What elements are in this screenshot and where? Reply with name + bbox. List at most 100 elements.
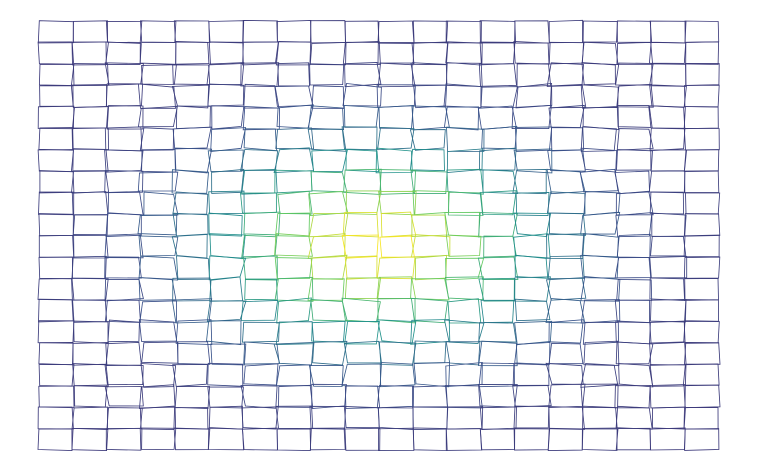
mesh-cell bbox=[410, 170, 448, 195]
mesh-cell bbox=[211, 105, 245, 130]
mesh-cell bbox=[344, 20, 380, 43]
mesh-cell bbox=[410, 278, 450, 301]
mesh-cell bbox=[37, 41, 75, 65]
mesh-cell bbox=[583, 190, 621, 216]
mesh-cell bbox=[409, 148, 445, 172]
mesh-cell bbox=[309, 41, 347, 66]
mesh-cell bbox=[39, 85, 74, 107]
mesh-cell bbox=[311, 149, 349, 172]
mesh-cell bbox=[615, 405, 653, 430]
mesh-cell bbox=[71, 255, 107, 279]
mesh-cell bbox=[173, 20, 211, 43]
mesh-cell bbox=[616, 279, 653, 301]
mesh-cell bbox=[72, 341, 109, 366]
mesh-cell bbox=[70, 63, 109, 87]
mesh-cell bbox=[445, 41, 483, 64]
mesh-cell bbox=[479, 20, 516, 44]
mesh-cell bbox=[104, 256, 142, 279]
mesh-cell bbox=[104, 126, 143, 152]
mesh-cell bbox=[105, 20, 143, 43]
mesh-cell bbox=[276, 104, 314, 129]
mesh-cell bbox=[38, 191, 75, 216]
mesh-cell bbox=[73, 234, 109, 259]
mesh-cell bbox=[344, 255, 378, 280]
mesh-cell bbox=[37, 149, 74, 173]
mesh-cell bbox=[172, 64, 211, 86]
mesh-cell bbox=[479, 41, 516, 66]
mesh-cell bbox=[411, 41, 449, 66]
mesh-cell bbox=[137, 171, 179, 192]
mesh-cell bbox=[514, 276, 551, 302]
mesh-cell bbox=[411, 105, 450, 131]
mesh-cell bbox=[684, 428, 720, 451]
mesh-cell bbox=[377, 319, 417, 345]
mesh-cell bbox=[478, 322, 517, 343]
mesh-cell bbox=[444, 211, 480, 238]
mesh-cell bbox=[139, 300, 177, 323]
mesh-cell bbox=[310, 20, 347, 44]
mesh-cell bbox=[240, 192, 277, 214]
mesh-cell bbox=[275, 321, 315, 346]
mesh-cell bbox=[580, 276, 621, 302]
mesh-cell bbox=[104, 364, 144, 386]
mesh-cell bbox=[550, 127, 585, 152]
mesh-cell bbox=[342, 212, 379, 238]
mesh-cell bbox=[376, 256, 416, 280]
mesh-cell bbox=[343, 405, 380, 429]
mesh-cell bbox=[580, 299, 621, 324]
mesh-cell bbox=[579, 168, 619, 193]
mesh-cell bbox=[413, 84, 448, 109]
mesh-cell bbox=[172, 212, 209, 237]
mesh-cell bbox=[443, 106, 480, 131]
mesh-cell bbox=[139, 406, 176, 431]
mesh-cell bbox=[308, 105, 345, 131]
mesh-cell bbox=[105, 41, 142, 66]
mesh-cell bbox=[614, 299, 651, 324]
mesh-cell bbox=[413, 362, 451, 388]
mesh-cell bbox=[684, 277, 719, 301]
mesh-cell bbox=[241, 168, 278, 195]
mesh-cell bbox=[37, 320, 75, 344]
mesh-cell bbox=[208, 41, 244, 66]
mesh-cell bbox=[171, 298, 213, 324]
mesh-cell bbox=[445, 385, 483, 409]
mesh-cell bbox=[104, 279, 144, 302]
mesh-cell bbox=[651, 212, 687, 237]
mesh-cell bbox=[615, 341, 654, 365]
mesh-cell bbox=[106, 105, 144, 130]
mesh-cell bbox=[479, 428, 516, 451]
mesh-cell bbox=[71, 427, 109, 452]
mesh-cell bbox=[378, 341, 417, 366]
mesh-cell bbox=[275, 212, 310, 237]
mesh-cell bbox=[648, 42, 687, 64]
mesh-cell bbox=[174, 147, 213, 174]
mesh-cell bbox=[514, 20, 550, 44]
mesh-cell bbox=[514, 342, 551, 365]
mesh-cell bbox=[513, 212, 552, 237]
mesh-cell bbox=[685, 192, 721, 215]
mesh-cell bbox=[107, 191, 144, 216]
mesh-cell bbox=[311, 320, 346, 343]
mesh-cell bbox=[685, 62, 720, 86]
mesh-cell bbox=[616, 20, 652, 43]
mesh-cell bbox=[208, 212, 243, 237]
mesh-cell bbox=[410, 297, 449, 324]
mesh-cell bbox=[478, 63, 517, 87]
mesh-cell bbox=[482, 169, 519, 195]
mesh-cell bbox=[445, 341, 481, 366]
mesh-cell bbox=[343, 105, 379, 128]
mesh-cell bbox=[376, 385, 415, 409]
mesh-cell bbox=[104, 386, 144, 407]
mesh-cell bbox=[38, 127, 74, 151]
mesh-cell bbox=[649, 364, 686, 387]
mesh-cell bbox=[307, 278, 345, 301]
mesh-cell bbox=[210, 127, 247, 152]
mesh-cell bbox=[616, 41, 654, 65]
mesh-cell bbox=[241, 406, 279, 430]
mesh-cell bbox=[172, 191, 209, 215]
mesh-cell bbox=[513, 405, 550, 429]
mesh-cell bbox=[174, 386, 211, 409]
mesh-cell bbox=[650, 235, 687, 257]
mesh-cell bbox=[446, 126, 485, 152]
